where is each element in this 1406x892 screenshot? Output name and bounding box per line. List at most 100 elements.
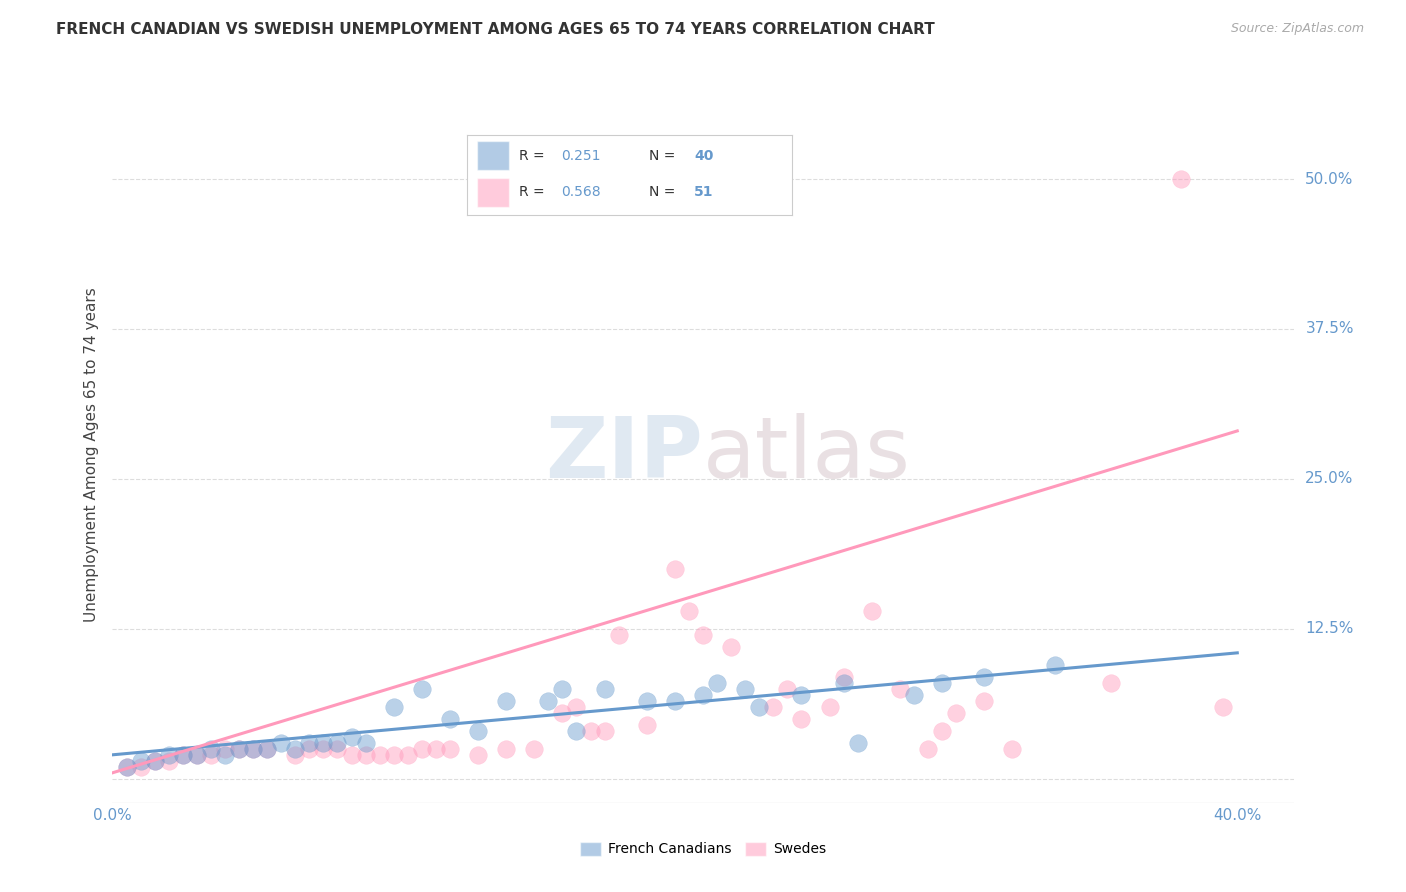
Point xyxy=(931,676,953,690)
Point xyxy=(903,688,925,702)
Point xyxy=(889,681,911,696)
Y-axis label: Unemployment Among Ages 65 to 74 years: Unemployment Among Ages 65 to 74 years xyxy=(83,287,98,623)
Point xyxy=(312,736,335,750)
Point xyxy=(228,741,250,756)
Point xyxy=(467,747,489,762)
Point xyxy=(143,754,166,768)
Point xyxy=(256,741,278,756)
Point xyxy=(157,747,180,762)
Text: atlas: atlas xyxy=(703,413,911,497)
Point xyxy=(636,694,658,708)
Point xyxy=(312,741,335,756)
Point xyxy=(917,741,939,756)
Point xyxy=(115,760,138,774)
Point xyxy=(720,640,742,654)
Point xyxy=(256,741,278,756)
Text: 12.5%: 12.5% xyxy=(1305,622,1354,636)
Point xyxy=(818,699,841,714)
Text: 0.568: 0.568 xyxy=(561,186,600,200)
Text: 0.251: 0.251 xyxy=(561,149,600,162)
Point xyxy=(157,754,180,768)
Text: 25.0%: 25.0% xyxy=(1305,471,1354,486)
Point xyxy=(678,604,700,618)
Point xyxy=(439,741,461,756)
Text: 37.5%: 37.5% xyxy=(1305,321,1354,336)
Point xyxy=(467,723,489,738)
Point xyxy=(172,747,194,762)
Point xyxy=(1212,699,1234,714)
Point xyxy=(973,670,995,684)
Point xyxy=(748,699,770,714)
Point xyxy=(298,741,321,756)
Point xyxy=(692,628,714,642)
Text: FRENCH CANADIAN VS SWEDISH UNEMPLOYMENT AMONG AGES 65 TO 74 YEARS CORRELATION CH: FRENCH CANADIAN VS SWEDISH UNEMPLOYMENT … xyxy=(56,22,935,37)
Point xyxy=(495,741,517,756)
Point xyxy=(354,736,377,750)
Point xyxy=(860,604,883,618)
Point xyxy=(214,747,236,762)
Point xyxy=(776,681,799,696)
Point xyxy=(607,628,630,642)
Point xyxy=(692,688,714,702)
Point xyxy=(411,681,433,696)
Point xyxy=(664,562,686,576)
Point xyxy=(284,741,307,756)
Point xyxy=(284,747,307,762)
Point xyxy=(425,741,447,756)
Point xyxy=(298,736,321,750)
Point xyxy=(664,694,686,708)
Point xyxy=(1099,676,1122,690)
Point xyxy=(593,681,616,696)
Text: R =: R = xyxy=(519,149,548,162)
Point xyxy=(340,730,363,744)
Point xyxy=(593,723,616,738)
Point xyxy=(326,736,349,750)
Point xyxy=(523,741,546,756)
Text: 40: 40 xyxy=(695,149,713,162)
Point xyxy=(1001,741,1024,756)
Text: 51: 51 xyxy=(695,186,714,200)
Text: Source: ZipAtlas.com: Source: ZipAtlas.com xyxy=(1230,22,1364,36)
Point xyxy=(1043,657,1066,672)
Legend: French Canadians, Swedes: French Canadians, Swedes xyxy=(575,836,831,862)
Point xyxy=(551,706,574,720)
Point xyxy=(368,747,391,762)
Point xyxy=(143,754,166,768)
Point xyxy=(382,699,405,714)
Point xyxy=(790,712,813,726)
Point xyxy=(931,723,953,738)
Point xyxy=(396,747,419,762)
Point xyxy=(115,760,138,774)
Point xyxy=(228,741,250,756)
Text: R =: R = xyxy=(519,186,548,200)
Point xyxy=(706,676,728,690)
Point xyxy=(214,741,236,756)
Point xyxy=(973,694,995,708)
Point xyxy=(242,741,264,756)
Point xyxy=(734,681,756,696)
Point xyxy=(790,688,813,702)
Point xyxy=(537,694,560,708)
Text: ZIP: ZIP xyxy=(546,413,703,497)
Point xyxy=(551,681,574,696)
Point xyxy=(565,699,588,714)
Point xyxy=(242,741,264,756)
Point xyxy=(270,736,292,750)
Point xyxy=(565,723,588,738)
Point xyxy=(636,718,658,732)
Point xyxy=(762,699,785,714)
Point xyxy=(945,706,967,720)
Point xyxy=(186,747,208,762)
Point xyxy=(172,747,194,762)
Point xyxy=(129,754,152,768)
Point xyxy=(832,676,855,690)
Point xyxy=(382,747,405,762)
Point xyxy=(411,741,433,756)
Point xyxy=(340,747,363,762)
Bar xyxy=(477,141,509,170)
Point xyxy=(200,747,222,762)
Point xyxy=(439,712,461,726)
Text: N =: N = xyxy=(648,149,679,162)
Point xyxy=(129,760,152,774)
Point xyxy=(354,747,377,762)
